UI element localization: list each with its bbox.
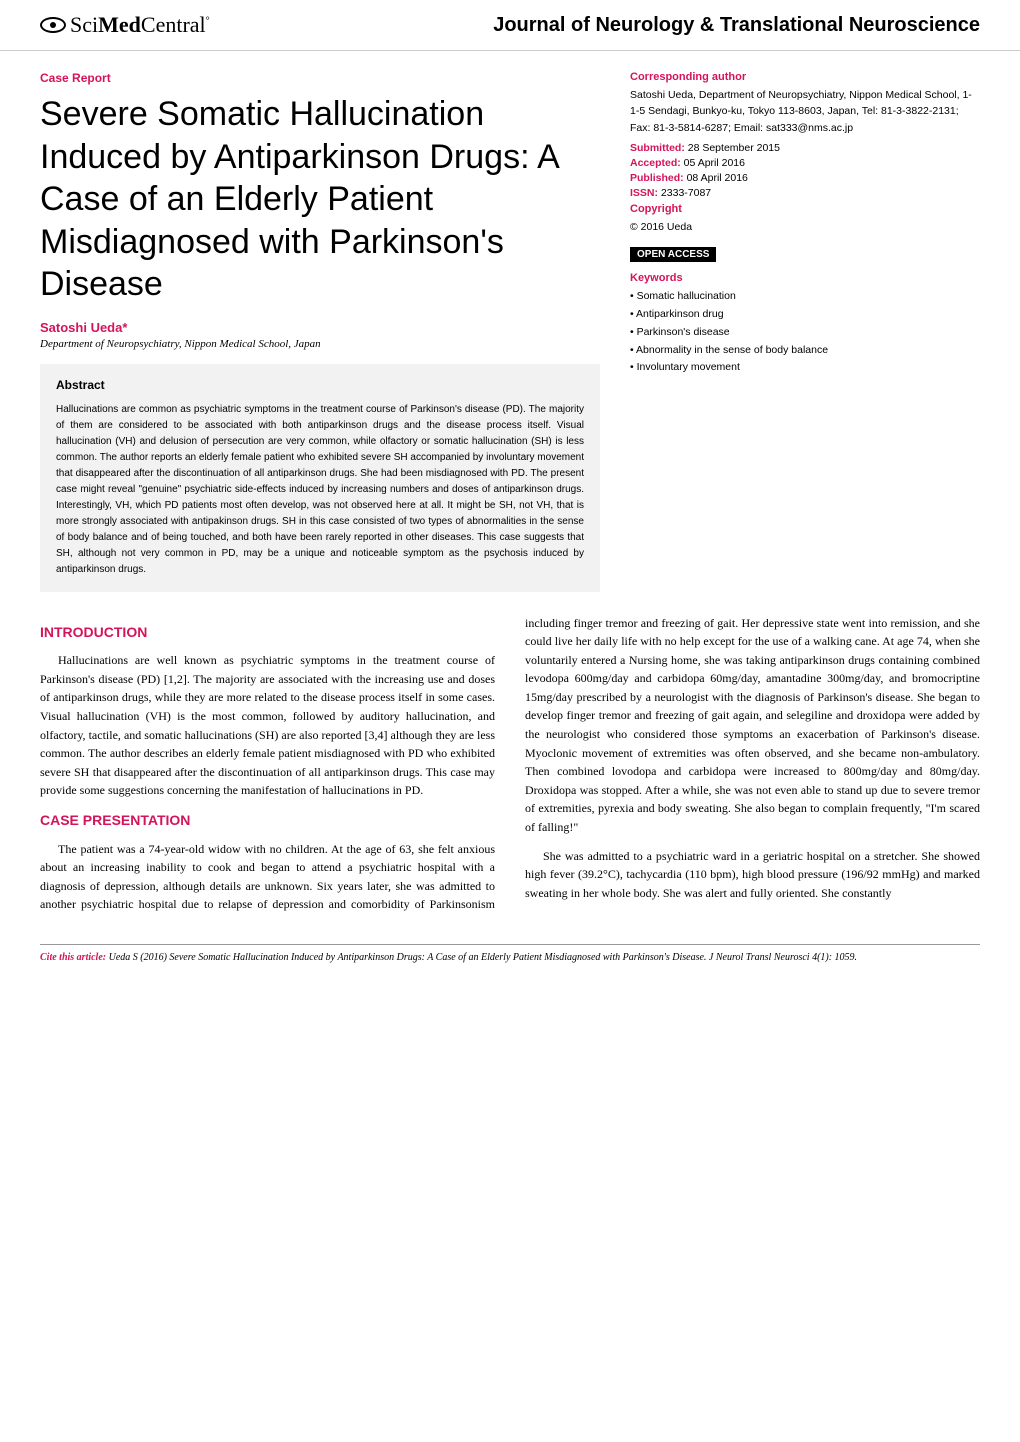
keyword-item: Antiparkinson drug — [630, 306, 980, 324]
corresponding-author-text: Satoshi Ueda, Department of Neuropsychia… — [630, 87, 980, 136]
submitted-value: 28 September 2015 — [685, 142, 780, 154]
article-header-column: Case Report Severe Somatic Hallucination… — [40, 71, 600, 614]
keywords-list: Somatic hallucination Antiparkinson drug… — [630, 288, 980, 377]
publisher-logo: SciMedCentral° — [40, 12, 210, 38]
issn-label: ISSN: — [630, 187, 658, 199]
author-affiliation: Department of Neuropsychiatry, Nippon Me… — [40, 338, 600, 350]
keyword-item: Somatic hallucination — [630, 288, 980, 306]
logo-text: SciMedCentral° — [70, 12, 210, 38]
logo-part-central: Central — [141, 12, 206, 37]
eye-icon — [40, 17, 66, 33]
accepted-line: Accepted: 05 April 2016 — [630, 157, 980, 169]
submitted-line: Submitted: 28 September 2015 — [630, 142, 980, 154]
sidebar-metadata: Corresponding author Satoshi Ueda, Depar… — [630, 71, 980, 614]
submitted-label: Submitted: — [630, 142, 685, 154]
issn-value: 2333-7087 — [658, 187, 711, 199]
case-paragraph-2: She was admitted to a psychiatric ward i… — [525, 847, 980, 903]
abstract-text: Hallucinations are common as psychiatric… — [56, 402, 584, 578]
case-presentation-heading: CASE PRESENTATION — [40, 810, 495, 832]
introduction-paragraph: Hallucinations are well known as psychia… — [40, 651, 495, 800]
author-name: Satoshi Ueda* — [40, 320, 600, 335]
accepted-label: Accepted: — [630, 157, 681, 169]
logo-degree-mark: ° — [206, 16, 210, 27]
copyright-value: © 2016 Ueda — [630, 219, 980, 235]
logo-part-sci: Sci — [70, 12, 98, 37]
corresponding-author-label: Corresponding author — [630, 71, 980, 83]
article-title: Severe Somatic Hallucination Induced by … — [40, 93, 600, 306]
introduction-heading: INTRODUCTION — [40, 622, 495, 644]
citation-text: Ueda S (2016) Severe Somatic Hallucinati… — [106, 952, 857, 963]
abstract-box: Abstract Hallucinations are common as ps… — [40, 364, 600, 592]
citation-bar: Cite this article: Ueda S (2016) Severe … — [40, 944, 980, 965]
keyword-item: Abnormality in the sense of body balance — [630, 342, 980, 360]
accepted-value: 05 April 2016 — [681, 157, 745, 169]
copyright-label: Copyright — [630, 203, 980, 215]
open-access-tag: OPEN ACCESS — [630, 247, 716, 262]
keyword-item: Involuntary movement — [630, 359, 980, 377]
published-label: Published: — [630, 172, 684, 184]
main-two-column: Case Report Severe Somatic Hallucination… — [0, 51, 1020, 614]
keywords-label: Keywords — [630, 272, 980, 284]
published-line: Published: 08 April 2016 — [630, 172, 980, 184]
journal-title: Journal of Neurology & Translational Neu… — [493, 14, 980, 37]
logo-part-med: Med — [98, 12, 141, 37]
header-bar: SciMedCentral° Journal of Neurology & Tr… — [0, 0, 1020, 51]
citation-label: Cite this article: — [40, 952, 106, 963]
article-type-label: Case Report — [40, 71, 600, 85]
article-body: INTRODUCTION Hallucinations are well kno… — [0, 614, 1020, 915]
abstract-heading: Abstract — [56, 378, 584, 392]
keyword-item: Parkinson's disease — [630, 324, 980, 342]
published-value: 08 April 2016 — [684, 172, 748, 184]
issn-line: ISSN: 2333-7087 — [630, 187, 980, 199]
